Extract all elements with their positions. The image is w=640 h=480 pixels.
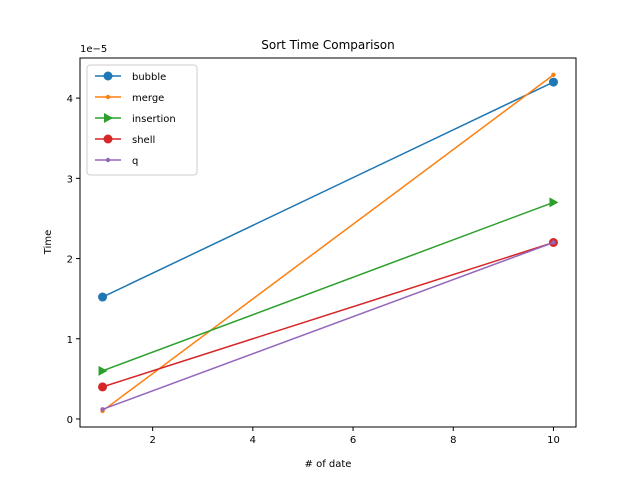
x-axis-label: # of date bbox=[305, 459, 352, 470]
data-point-q bbox=[100, 407, 105, 412]
legend-box bbox=[86, 64, 198, 176]
series-line-q bbox=[102, 241, 554, 411]
series-line-merge bbox=[102, 74, 554, 412]
data-point-bubble bbox=[548, 77, 558, 87]
series-line-bubble bbox=[102, 81, 554, 298]
x-tick-label: 4 bbox=[250, 435, 256, 446]
data-point-insertion bbox=[98, 365, 108, 376]
y-tick-label: 4 bbox=[67, 94, 73, 105]
legend-label-bubble: bubble bbox=[132, 72, 166, 83]
chart-title: Sort Time Comparison bbox=[261, 38, 394, 52]
y-tick-label: 1 bbox=[67, 335, 73, 346]
data-point-merge bbox=[551, 72, 556, 78]
y-tick-label: 2 bbox=[67, 255, 73, 266]
legend-marker-shell bbox=[103, 134, 113, 144]
legend-marker-merge bbox=[105, 94, 111, 100]
x-tick-label: 2 bbox=[149, 435, 155, 446]
legend-marker-insertion bbox=[104, 113, 113, 123]
data-point-bubble bbox=[98, 292, 108, 302]
plot-frame bbox=[79, 57, 577, 428]
x-tick-label: 6 bbox=[350, 435, 356, 446]
legend-label-merge: merge bbox=[132, 93, 164, 104]
legend-marker-bubble bbox=[103, 71, 113, 81]
y-tick-label: 0 bbox=[67, 415, 73, 426]
y-offset-label: 1e−5 bbox=[80, 44, 107, 55]
legend: bubble merge insertion shell q bbox=[86, 64, 198, 176]
series-line-insertion bbox=[102, 201, 554, 372]
data-point-insertion bbox=[549, 197, 559, 208]
legend-label-insertion: insertion bbox=[132, 114, 176, 125]
legend-label-shell: shell bbox=[132, 135, 155, 146]
data-point-q bbox=[551, 240, 556, 245]
x-tick-label: 8 bbox=[450, 435, 456, 446]
series-line-shell bbox=[102, 241, 554, 388]
data-point-shell bbox=[98, 382, 108, 392]
legend-label-q: q bbox=[132, 156, 138, 167]
y-axis-label: Time bbox=[43, 230, 54, 255]
x-tick-label: 10 bbox=[547, 435, 560, 446]
legend-marker-q bbox=[105, 157, 111, 163]
y-tick-label: 3 bbox=[67, 174, 73, 185]
